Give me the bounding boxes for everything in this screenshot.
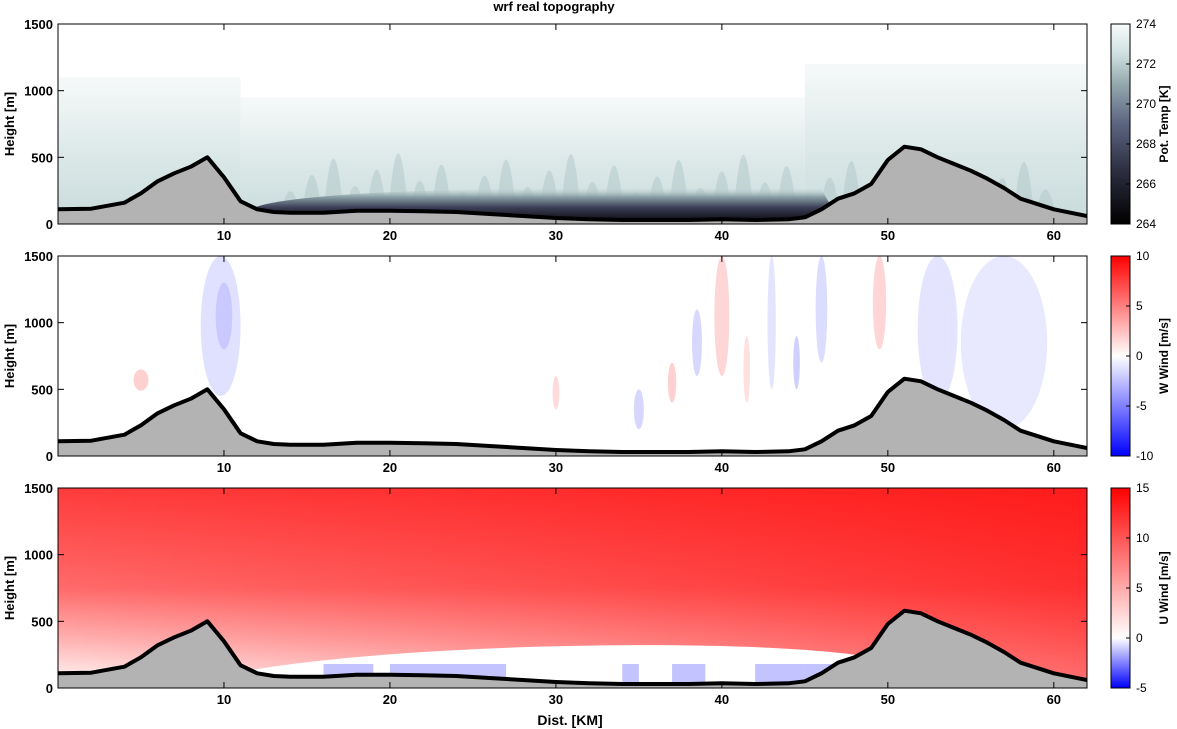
colorbar-label: U Wind [m/s]	[1157, 551, 1171, 624]
y-tick-label: 500	[31, 150, 53, 165]
y-axis-label: Height [m]	[2, 556, 17, 620]
x-tick-label: 20	[383, 460, 397, 475]
w-wind-cell	[633, 389, 644, 430]
w-wind-cell	[667, 362, 677, 403]
colorbar-tick-label: -5	[1136, 681, 1147, 695]
w-wind-cell	[133, 369, 149, 391]
y-tick-label: 500	[31, 382, 53, 397]
panel-pot_temp: 10 20 30 40 50 60 0 500 1000 1500 Height [m] 264 266…	[2, 17, 1171, 243]
colorbar-tick-label: -10	[1136, 449, 1154, 463]
x-tick-label: 30	[549, 460, 563, 475]
w-wind-cell	[793, 336, 800, 390]
terrain-outline	[58, 608, 1087, 686]
panel-w_wind: 10 20 30 40 50 60 0 500 1000 1500 Height [m] -10 -5 0…	[2, 249, 1171, 475]
w-wind-cell	[743, 336, 751, 403]
panel-u_wind: 10 20 30 40 50 60 0 500 1000 1500 Height [m] -5 0 5 10…	[2, 481, 1171, 707]
plot-frame	[57, 487, 1088, 689]
colorbar-label: Pot. Temp [K]	[1157, 85, 1171, 162]
x-tick-label: 20	[383, 692, 397, 707]
u_wind-field	[58, 488, 1087, 688]
x-axis-label: Dist. [KM]	[537, 712, 602, 728]
y-axis-label: Height [m]	[2, 92, 17, 156]
x-tick-label: 60	[1047, 228, 1061, 243]
x-tick-label: 20	[383, 228, 397, 243]
w-wind-cell	[917, 256, 958, 403]
terrain-outline	[58, 144, 1087, 222]
y-tick-label: 0	[46, 681, 53, 696]
y-tick-label: 1500	[24, 481, 53, 496]
w-wind-cell	[815, 256, 828, 363]
w-wind-cell	[215, 282, 233, 350]
y-tick-label: 1000	[24, 316, 53, 331]
y-tick-label: 1500	[24, 249, 53, 264]
x-tick-label: 50	[881, 692, 895, 707]
x-tick-label: 50	[881, 228, 895, 243]
x-tick-label: 40	[715, 692, 729, 707]
colorbar-tick-label: 5	[1136, 581, 1143, 595]
colorbar-tick-label: 266	[1136, 177, 1156, 191]
x-tick-label: 10	[217, 460, 231, 475]
y-tick-label: 0	[46, 449, 53, 464]
x-tick-label: 50	[881, 460, 895, 475]
w-wind-cell	[691, 309, 702, 376]
y-tick-label: 1500	[24, 17, 53, 32]
plot-frame	[57, 23, 1088, 225]
y-tick-label: 1000	[24, 548, 53, 563]
colorbar-tick-label: 0	[1136, 349, 1143, 363]
w-wind-cell	[960, 256, 1048, 430]
colorbar-tick-label: 15	[1136, 481, 1150, 495]
colorbar-tick-label: 10	[1136, 249, 1150, 263]
w-wind-cell	[767, 256, 776, 390]
colorbar-tick-label: -5	[1136, 399, 1147, 413]
x-tick-label: 10	[217, 228, 231, 243]
colorbar-label: W Wind [m/s]	[1157, 318, 1171, 394]
x-tick-label: 10	[217, 692, 231, 707]
figure-title: wrf real topography	[492, 0, 615, 14]
pot_temp-field	[58, 24, 1087, 224]
x-tick-label: 40	[715, 228, 729, 243]
y-tick-label: 1000	[24, 84, 53, 99]
colorbar-tick-label: 5	[1136, 299, 1143, 313]
colorbar-tick-label: 264	[1136, 217, 1156, 231]
x-tick-label: 40	[715, 460, 729, 475]
u-wind-reversal	[755, 664, 805, 683]
colorbar-tick-label: 10	[1136, 531, 1150, 545]
x-tick-label: 60	[1047, 460, 1061, 475]
u-wind-reversal	[622, 664, 639, 683]
colorbar-tick-label: 268	[1136, 137, 1156, 151]
w_wind-field	[58, 256, 1087, 456]
y-tick-label: 0	[46, 217, 53, 232]
w-wind-cell	[872, 256, 887, 350]
x-tick-label: 30	[549, 228, 563, 243]
w-wind-cell	[552, 376, 560, 410]
x-tick-label: 30	[549, 692, 563, 707]
colorbar-tick-label: 274	[1136, 17, 1156, 31]
y-axis-label: Height [m]	[2, 324, 17, 388]
terrain-outline	[58, 376, 1087, 454]
y-tick-label: 500	[31, 614, 53, 629]
u-wind-reversal	[672, 664, 706, 683]
colorbar-tick-label: 272	[1136, 57, 1156, 71]
x-tick-label: 60	[1047, 692, 1061, 707]
w-wind-cell	[714, 256, 730, 376]
colorbar	[1110, 23, 1131, 225]
colorbar-tick-label: 0	[1136, 631, 1143, 645]
plot-frame	[57, 255, 1088, 457]
colorbar-tick-label: 270	[1136, 97, 1156, 111]
